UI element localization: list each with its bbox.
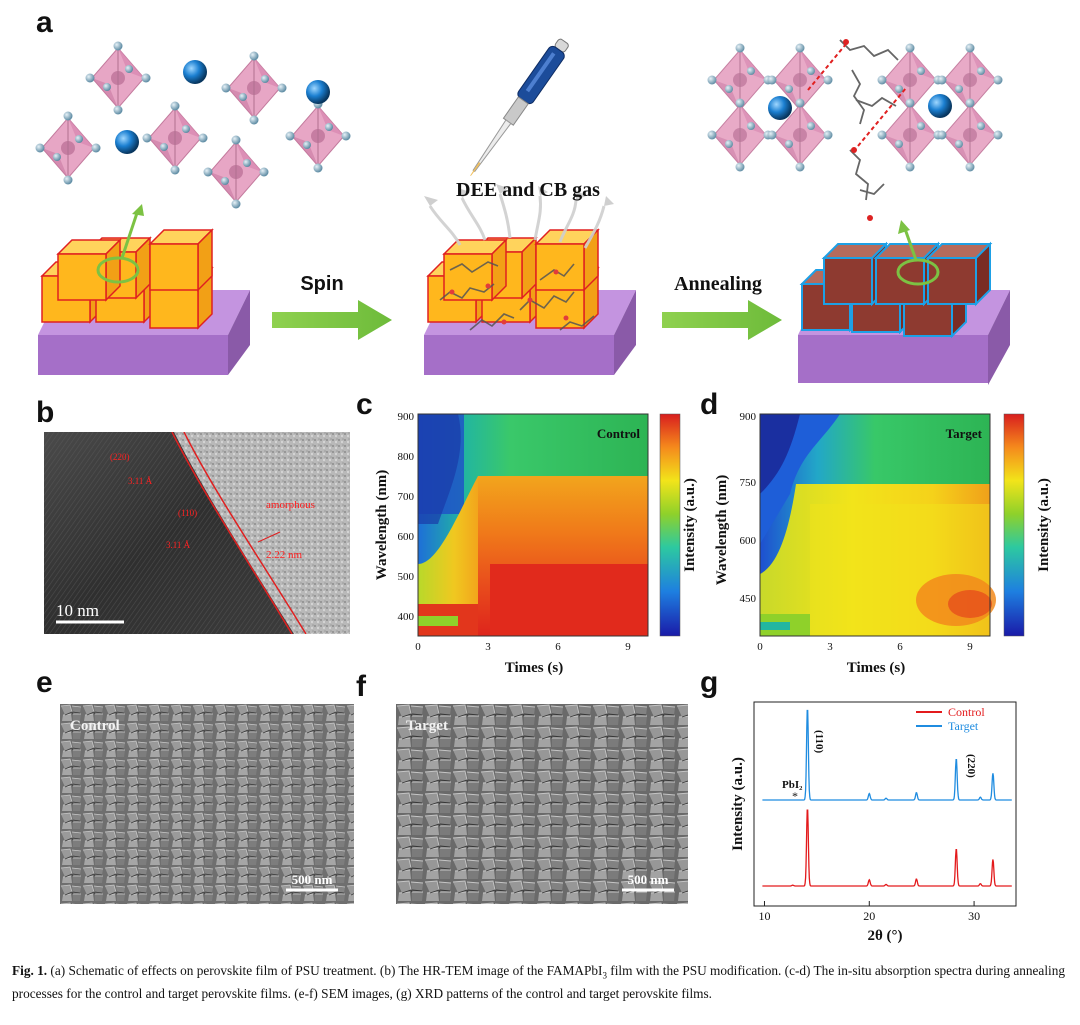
- series-line-target: [762, 709, 1012, 801]
- panel-a-letter: a: [36, 6, 53, 39]
- panel-g-letter: g: [700, 666, 719, 699]
- amorphous-label: amorphous: [266, 499, 315, 511]
- panel-d-xticks: 0 3 6 9: [757, 641, 973, 653]
- panel-d-ylabel: Wavelength (nm): [714, 475, 730, 585]
- plane-110-label: (110): [178, 508, 197, 518]
- ann-110: (110): [813, 730, 825, 754]
- panel-a-schematic: Spin Annealing DEE and CB gas: [35, 38, 1010, 385]
- ytick: 700: [398, 491, 415, 503]
- ytick: 600: [398, 531, 415, 543]
- scale-bar-label: 10 nm: [56, 601, 99, 620]
- panel-c-colorbar-label: Intensity (a.u.): [682, 478, 698, 572]
- xtick: 3: [485, 641, 491, 653]
- panel-c-heatmap: Control 900 800 700 600 500 400 0 3 6 9 …: [374, 411, 698, 676]
- xtick: 6: [897, 641, 903, 653]
- caption-text-b: film with the PSU modification. (c-d) Th…: [12, 963, 1066, 1001]
- ytick: 900: [740, 411, 757, 423]
- panel-g-xlabel: 2θ (°): [867, 928, 902, 944]
- ann-pbi2: PbI₂: [782, 779, 803, 791]
- ytick: 500: [398, 571, 415, 583]
- ann-220: (220): [965, 754, 977, 778]
- legend-control: Control: [948, 705, 985, 719]
- xtick: 0: [415, 641, 421, 653]
- panel-b-letter: b: [36, 396, 55, 429]
- panel-c-xlabel: Times (s): [505, 660, 563, 676]
- ytick: 750: [740, 477, 757, 489]
- panel-c-inset: Control: [597, 426, 640, 441]
- panel-e-sem-image: Control 500 nm: [60, 704, 354, 904]
- ytick: 450: [740, 593, 757, 605]
- panel-d-letter: d: [700, 388, 719, 421]
- panel-d-colorbar: [1003, 413, 1025, 637]
- panel-e-scale-label: 500 nm: [292, 872, 333, 887]
- panel-d-colorbar-label: Intensity (a.u.): [1036, 478, 1052, 572]
- gas-label: DEE and CB gas: [456, 179, 600, 201]
- panel-c-letter: c: [356, 388, 373, 421]
- spin-label: Spin: [300, 273, 343, 295]
- panel-c-colorbar: [659, 413, 681, 637]
- xtick: 3: [827, 641, 833, 653]
- panel-d-inset: Target: [946, 426, 983, 441]
- ytick: 600: [740, 535, 757, 547]
- ytick: 900: [398, 411, 415, 423]
- ann-star: *: [792, 789, 798, 803]
- x-tick-label: 10: [758, 909, 770, 923]
- x-tick-label: 20: [863, 909, 875, 923]
- panel-c-yticks: 900 800 700 600 500 400: [398, 411, 415, 623]
- xtick: 0: [757, 641, 763, 653]
- panel-g-ylabel: Intensity (a.u.): [730, 757, 746, 851]
- figure-caption: Fig. 1. (a) Schematic of effects on pero…: [12, 962, 1070, 1003]
- plane-220-label: (220): [110, 452, 130, 462]
- panel-f-inset: Target: [406, 718, 448, 734]
- panel-g-xrd-chart: 10 20 30 2θ (°) Intensity (a.u.) PbI₂ * (1…: [730, 701, 1017, 944]
- panel-f-scale-label: 500 nm: [628, 872, 669, 887]
- caption-text-a: (a) Schematic of effects on perovskite f…: [47, 963, 603, 978]
- panel-d-xlabel: Times (s): [847, 660, 905, 676]
- panel-b-tem-image: amorphous 2.22 nm (220) 3.11 Å (110) 3.1…: [44, 432, 350, 634]
- panel-c-ylabel: Wavelength (nm): [374, 470, 390, 580]
- xtick: 9: [967, 641, 973, 653]
- d-spacing-1: 3.11 Å: [128, 476, 153, 486]
- ytick: 400: [398, 611, 415, 623]
- xtick: 6: [555, 641, 561, 653]
- panel-f-letter: f: [356, 670, 366, 703]
- ytick: 800: [398, 451, 415, 463]
- legend-target: Target: [948, 719, 979, 733]
- d-spacing-2: 3.11 Å: [166, 540, 191, 550]
- panel-e-letter: e: [36, 666, 53, 699]
- caption-subscript: 3: [602, 970, 607, 981]
- panel-d-yticks: 900 750 600 450: [740, 411, 757, 605]
- thickness-label: 2.22 nm: [266, 549, 303, 561]
- panel-f-sem-image: Target 500 nm: [396, 704, 688, 904]
- series-line-control: [762, 809, 1012, 887]
- xtick: 9: [625, 641, 631, 653]
- panel-c-xticks: 0 3 6 9: [415, 641, 631, 653]
- plot-frame: [753, 701, 1017, 907]
- panel-d-heatmap: Target 900 750 600 450 0 3 6 9 Times (s)…: [714, 411, 1052, 676]
- caption-label: Fig. 1.: [12, 963, 48, 978]
- panel-e-inset: Control: [70, 718, 120, 734]
- x-tick-label: 30: [968, 909, 980, 923]
- annealing-label: Annealing: [674, 273, 762, 295]
